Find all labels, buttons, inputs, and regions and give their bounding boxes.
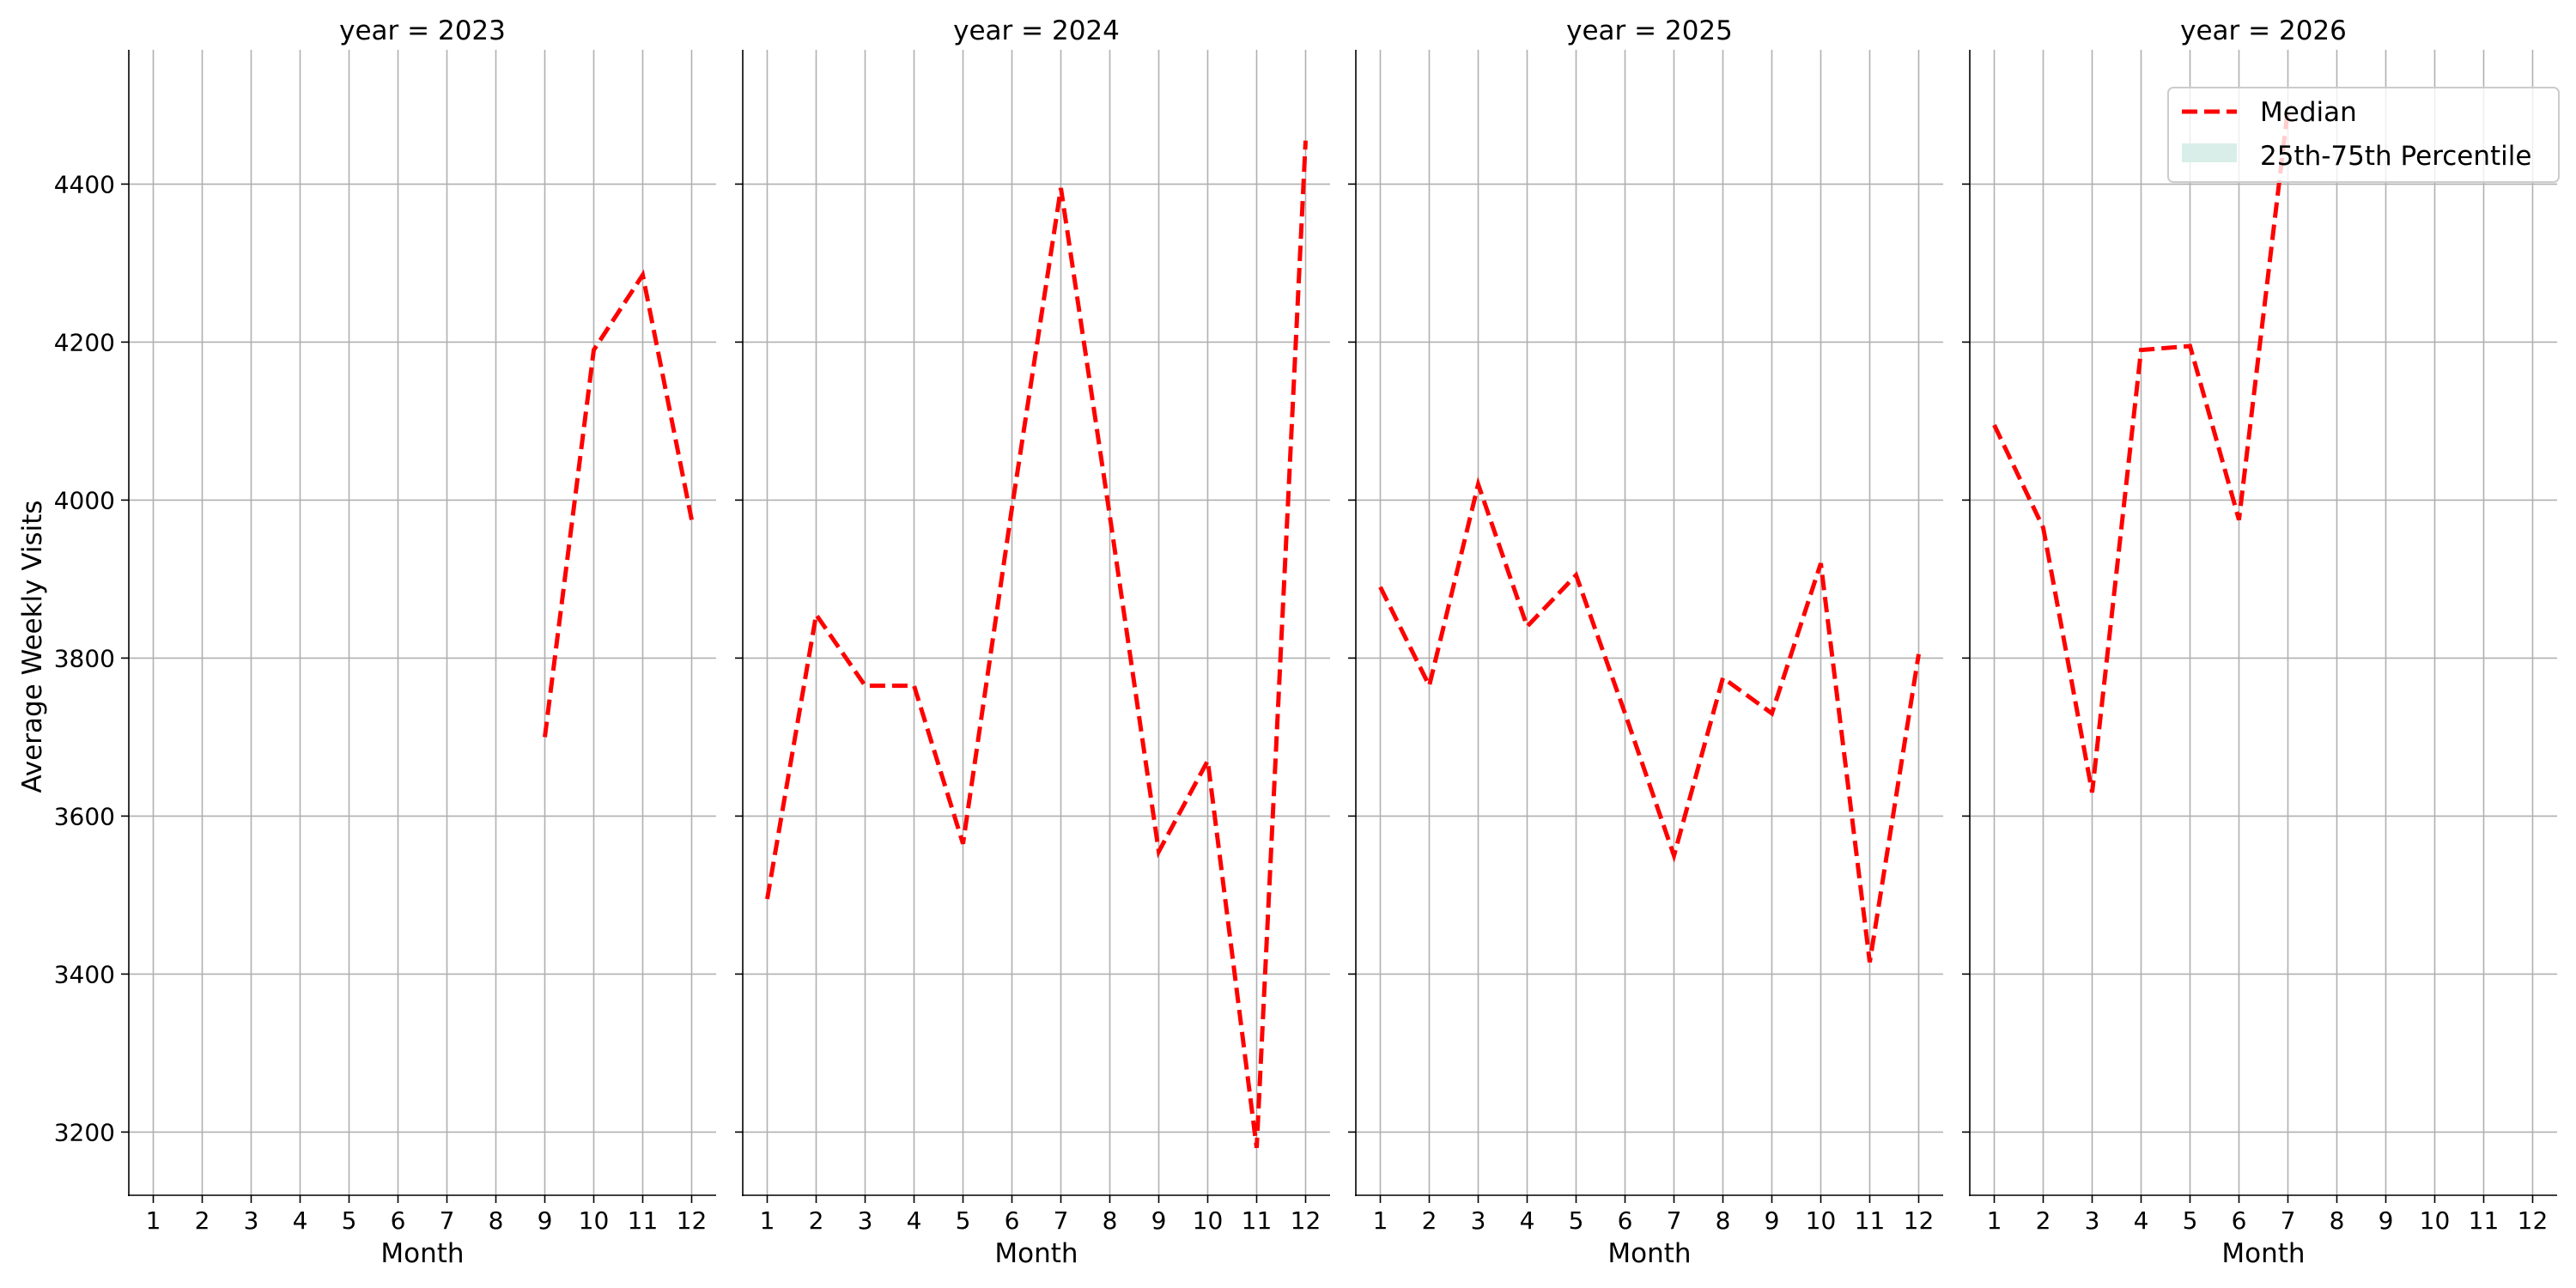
- y-tick-label: 4200: [54, 328, 115, 356]
- y-tick-label: 3600: [54, 802, 115, 830]
- median-series-line: [765, 140, 1308, 1149]
- x-tick-label: 8: [489, 1206, 504, 1235]
- x-tick-label: 12: [2518, 1206, 2549, 1235]
- x-tick-label: 9: [1765, 1206, 1780, 1235]
- x-tick-label: 10: [579, 1206, 610, 1235]
- x-tick-label: 3: [858, 1206, 873, 1235]
- x-tick-label: 7: [1054, 1206, 1069, 1235]
- x-tick-label: 11: [1855, 1206, 1886, 1235]
- x-tick-label: 5: [2183, 1206, 2198, 1235]
- x-tick-label: 1: [760, 1206, 775, 1235]
- x-tick-label: 5: [342, 1206, 357, 1235]
- x-tick-label: 10: [1806, 1206, 1837, 1235]
- x-tick-label: 12: [1904, 1206, 1935, 1235]
- x-tick-label: 4: [2134, 1206, 2149, 1235]
- x-axis-label: Month: [2221, 1238, 2305, 1269]
- facet-title: year = 2026: [2180, 15, 2347, 46]
- y-tick-label: 4000: [54, 486, 115, 514]
- y-tick-label: 4400: [54, 170, 115, 198]
- x-tick-label: 1: [146, 1206, 161, 1235]
- x-tick-label: 4: [907, 1206, 922, 1235]
- x-tick-label: 9: [2379, 1206, 2394, 1235]
- x-tick-label: 11: [1242, 1206, 1273, 1235]
- x-tick-label: 8: [2330, 1206, 2345, 1235]
- x-tick-label: 11: [2469, 1206, 2500, 1235]
- legend-percentile-label: 25th-75th Percentile: [2260, 141, 2531, 172]
- x-tick-label: 3: [1471, 1206, 1486, 1235]
- x-tick-label: 9: [538, 1206, 553, 1235]
- x-tick-label: 4: [293, 1206, 308, 1235]
- facet-title: year = 2024: [953, 15, 1120, 46]
- x-tick-label: 9: [1151, 1206, 1167, 1235]
- x-tick-label: 5: [1569, 1206, 1584, 1235]
- legend-percentile-swatch: [2182, 143, 2237, 162]
- legend-box: [2167, 87, 2560, 183]
- x-axis-label: Month: [994, 1238, 1078, 1269]
- median-series-line: [1378, 477, 1921, 963]
- x-tick-label: 8: [1103, 1206, 1118, 1235]
- x-tick-label: 7: [1667, 1206, 1682, 1235]
- facet-title: year = 2023: [339, 15, 506, 46]
- x-tick-label: 8: [1716, 1206, 1731, 1235]
- x-tick-label: 2: [195, 1206, 210, 1235]
- x-tick-label: 6: [2232, 1206, 2247, 1235]
- x-tick-label: 12: [1291, 1206, 1321, 1235]
- y-tick-label: 3200: [54, 1118, 115, 1146]
- x-tick-label: 6: [1005, 1206, 1020, 1235]
- x-tick-label: 10: [2420, 1206, 2451, 1235]
- median-series-line: [1992, 108, 2290, 793]
- x-tick-label: 10: [1193, 1206, 1224, 1235]
- x-tick-label: 2: [2036, 1206, 2051, 1235]
- x-tick-label: 3: [2085, 1206, 2100, 1235]
- x-axis-label: Month: [380, 1238, 464, 1269]
- x-tick-label: 1: [1373, 1206, 1388, 1235]
- x-tick-label: 3: [244, 1206, 259, 1235]
- x-tick-label: 5: [956, 1206, 971, 1235]
- x-tick-label: 6: [1618, 1206, 1633, 1235]
- y-axis-label: Average Weekly Visits: [17, 500, 48, 793]
- y-tick-label: 3800: [54, 644, 115, 672]
- x-tick-label: 11: [628, 1206, 659, 1235]
- x-tick-label: 2: [1422, 1206, 1437, 1235]
- x-tick-label: 7: [440, 1206, 455, 1235]
- x-tick-label: 1: [1987, 1206, 2002, 1235]
- x-tick-label: 6: [391, 1206, 406, 1235]
- x-tick-label: 2: [809, 1206, 824, 1235]
- x-tick-label: 7: [2281, 1206, 2296, 1235]
- x-axis-label: Month: [1607, 1238, 1691, 1269]
- median-series-line: [543, 269, 694, 738]
- y-tick-label: 3400: [54, 960, 115, 988]
- x-tick-label: 4: [1520, 1206, 1535, 1235]
- x-tick-label: 12: [677, 1206, 708, 1235]
- legend-median-label: Median: [2260, 97, 2357, 128]
- facet-title: year = 2025: [1566, 15, 1733, 46]
